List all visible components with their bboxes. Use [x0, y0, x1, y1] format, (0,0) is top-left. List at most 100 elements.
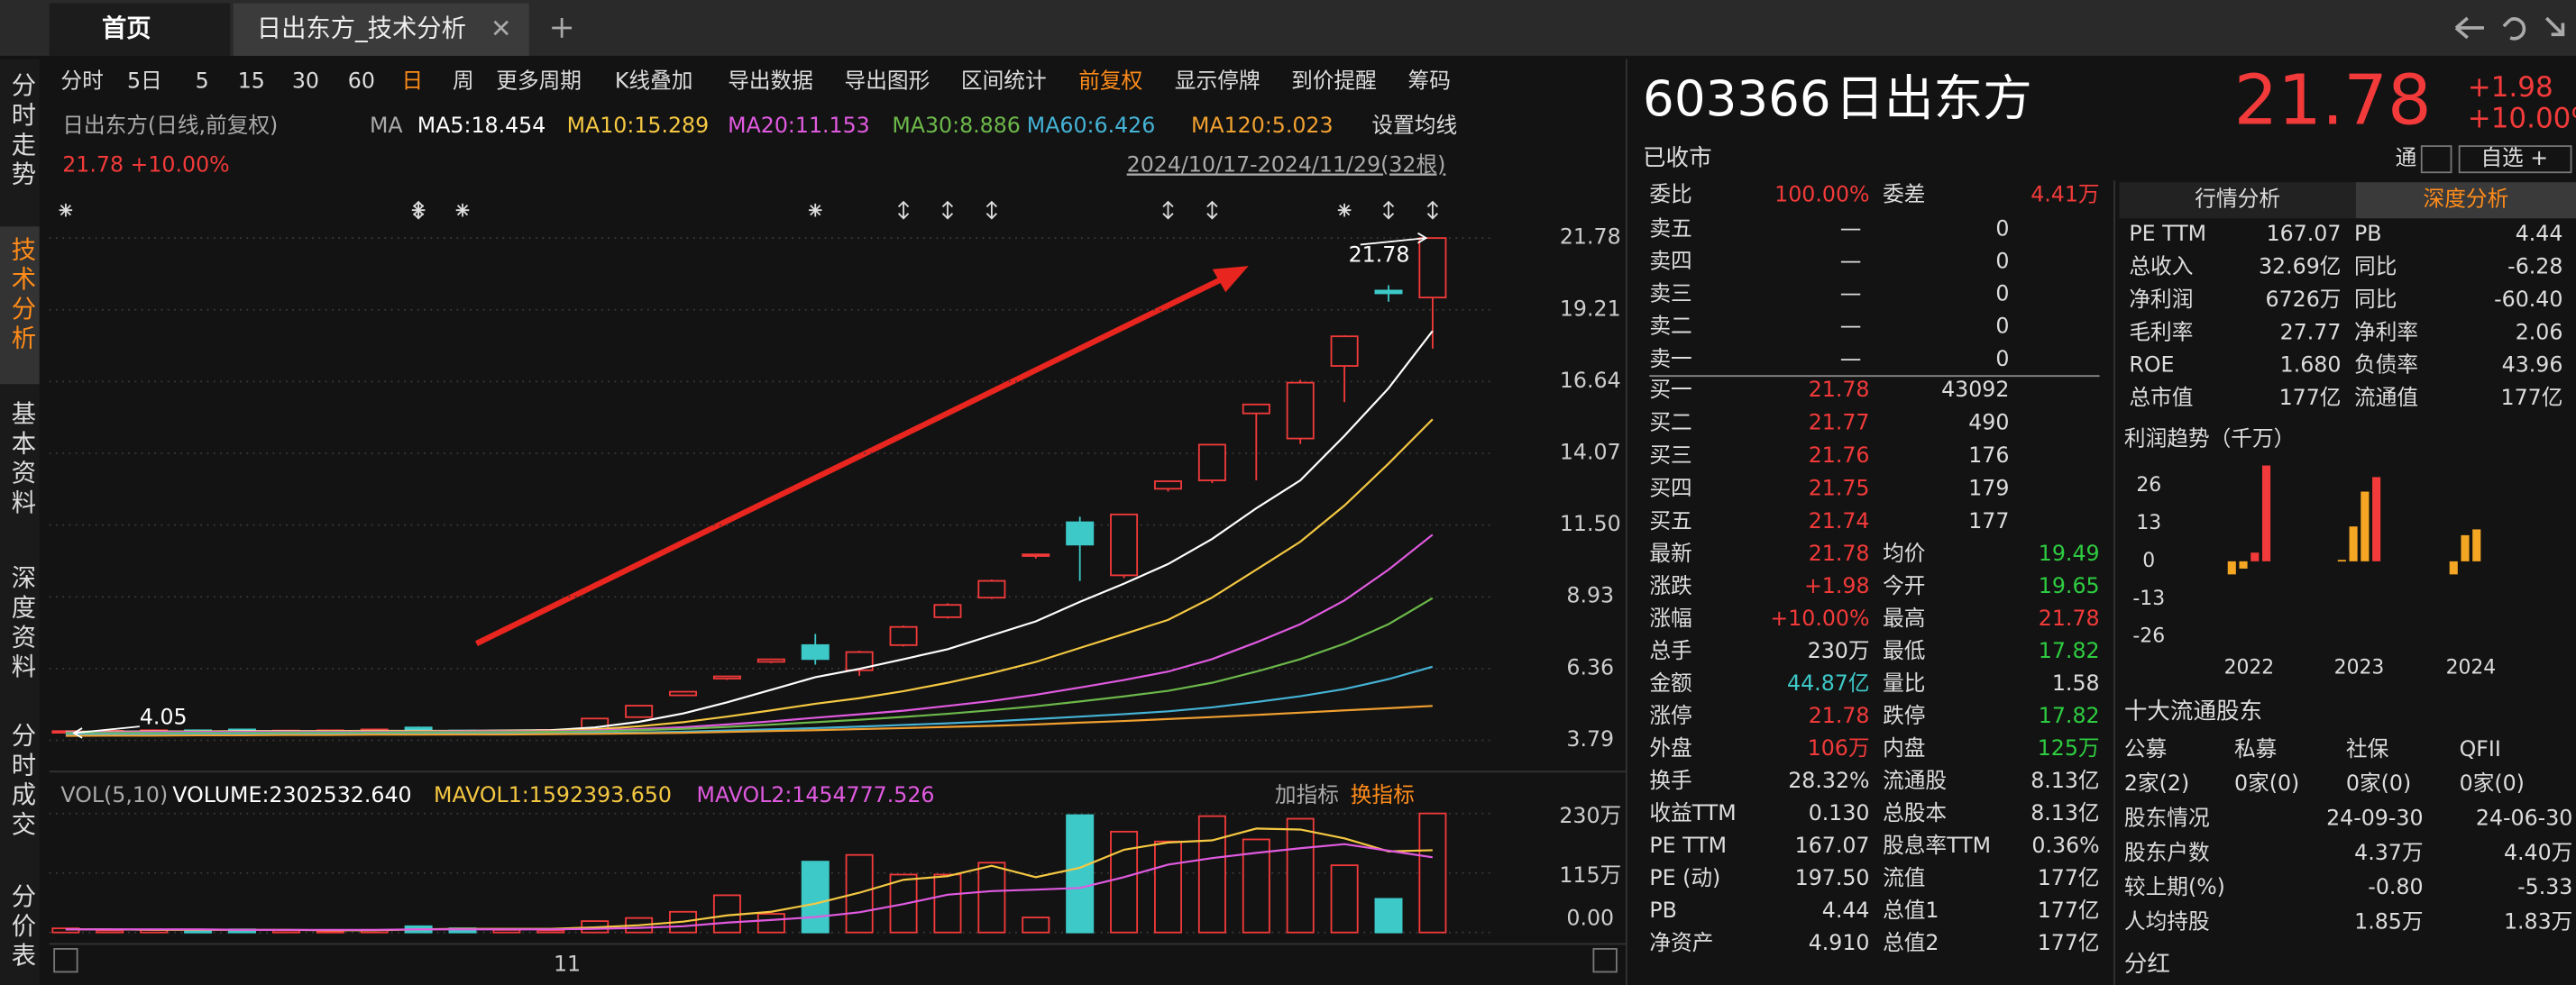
home-tab[interactable]	[49, 3, 231, 56]
change-pct: +10.00%	[2468, 102, 2576, 134]
home-tab-label[interactable]: 首页	[102, 14, 151, 42]
label: —	[1840, 314, 1862, 339]
label: 买五	[1649, 508, 1691, 534]
label: 0	[1995, 249, 2009, 274]
candle-body	[1197, 443, 1226, 481]
toolbar-button[interactable]: 筹码	[1408, 68, 1451, 94]
label: 委差	[1883, 181, 1925, 206]
label: 2.06	[2516, 319, 2563, 344]
label: 4.44	[1822, 898, 1870, 923]
toolbar-button[interactable]: 5日	[127, 68, 162, 94]
label: 涨停	[1649, 703, 1691, 728]
y-tick-label: 16.64	[1560, 368, 1621, 393]
label: 1.680	[2280, 352, 2342, 378]
label: 买三	[1649, 442, 1691, 468]
candle-body	[756, 658, 785, 663]
toolbar-button[interactable]: K线叠加	[615, 68, 693, 94]
sidebar-item[interactable]: 分时走势	[6, 72, 36, 190]
active-tab[interactable]	[233, 3, 529, 56]
stock-code: 603366	[1643, 69, 1831, 127]
settings-button[interactable]: 设置均线	[1371, 113, 1457, 138]
candle-body	[1374, 289, 1403, 295]
tong-button[interactable]: 通	[2396, 145, 2417, 170]
volume-bar	[96, 929, 124, 934]
chart-title: 利润趋势（千万）	[2124, 426, 2295, 451]
label: 0家(0)	[2460, 771, 2525, 796]
event-marker	[941, 200, 954, 220]
label: 金额	[1649, 670, 1691, 696]
sidebar-item[interactable]: 分价表	[6, 883, 36, 971]
label: 卖二	[1649, 314, 1691, 339]
sidebar-item[interactable]: 技术分析	[6, 236, 36, 354]
label: 0	[1995, 216, 2009, 242]
label: PB	[2354, 221, 2382, 246]
y-tick-label: 115万	[1559, 862, 1621, 888]
tab-label[interactable]: 深度分析	[2424, 187, 2509, 212]
toolbar-button[interactable]: 日	[402, 68, 424, 94]
label: 177亿	[2038, 898, 2100, 923]
label: 换手	[1649, 768, 1691, 793]
toolbar-button[interactable]: 显示停牌	[1175, 68, 1260, 94]
active-tab-label[interactable]: 日出东方_技术分析	[257, 14, 466, 42]
event-marker	[985, 200, 997, 220]
watch-label[interactable]: 自选 +	[2480, 145, 2548, 170]
toolbar-button[interactable]: 区间统计	[961, 68, 1047, 94]
label: 21.78	[1809, 377, 1870, 402]
toolbar-button[interactable]: 分时	[60, 68, 103, 94]
nav-icons[interactable]	[2454, 16, 2565, 41]
toolbar-button[interactable]: 15	[238, 68, 265, 94]
bar	[2372, 477, 2381, 561]
label: 最低	[1883, 638, 1925, 663]
tab[interactable]	[2119, 182, 2356, 219]
label: 179	[1968, 475, 2009, 500]
toolbar-button[interactable]: 前复权	[1078, 68, 1142, 94]
tab-icons[interactable]	[493, 18, 573, 38]
legend-entry: MA30:8.886	[892, 113, 1020, 138]
label: 21.77	[1809, 409, 1870, 434]
candle-body	[712, 675, 741, 679]
volume-bar	[1110, 830, 1139, 934]
section-title: 分红	[2124, 951, 2170, 978]
sidebar-item[interactable]: 分时成交	[6, 723, 36, 841]
toolbar-button[interactable]: 导出数据	[728, 68, 813, 94]
change: +1.98	[2468, 71, 2553, 104]
tab-label[interactable]: 行情分析	[2195, 187, 2280, 212]
label: 21.76	[1809, 442, 1870, 468]
toolbar-button[interactable]: 周	[453, 68, 474, 94]
x-tick-label: 2023	[2334, 656, 2385, 679]
label: 总值1	[1883, 898, 1939, 923]
annotation-arrow	[72, 725, 140, 739]
candle-body	[1110, 513, 1139, 577]
annotation: 4.05	[140, 705, 188, 730]
toolbar-button[interactable]: 30	[292, 68, 319, 94]
toolbar-button[interactable]: 导出图形	[845, 68, 930, 94]
label: 8.13亿	[2031, 768, 2099, 793]
tab-active[interactable]	[2355, 182, 2576, 219]
bell-button[interactable]	[2420, 145, 2452, 174]
candle-body	[1418, 237, 1447, 299]
volume-bar	[1418, 812, 1447, 934]
indicator-button[interactable]: 加指标	[1275, 782, 1339, 807]
indicator-button[interactable]: 换指标	[1351, 782, 1415, 807]
label: 净资产	[1649, 930, 1713, 955]
candle-body	[1330, 335, 1359, 367]
candle-body	[933, 604, 962, 618]
sidebar-item[interactable]: 基本资料	[6, 400, 36, 518]
annotation-arrow	[1360, 232, 1428, 246]
label: 21.74	[1809, 508, 1870, 534]
toolbar-button[interactable]: 到价提醒	[1291, 68, 1377, 94]
label: 4.44	[2516, 221, 2563, 246]
label: PE TTM	[1649, 833, 1727, 858]
label: 21.78	[2039, 606, 2100, 631]
label: 19.49	[2039, 541, 2100, 566]
label: 总市值	[2129, 385, 2193, 410]
sidebar-item[interactable]: 深度资料	[6, 565, 36, 683]
toolbar-button[interactable]: 更多周期	[496, 68, 582, 94]
scroll-left[interactable]	[53, 948, 78, 973]
toolbar-button[interactable]: 5	[196, 68, 209, 94]
toolbar-button[interactable]: 60	[348, 68, 375, 94]
label: —	[1840, 216, 1862, 242]
scroll-right[interactable]	[1592, 948, 1618, 973]
label: 167.07	[2267, 221, 2342, 246]
watch-button[interactable]	[2458, 145, 2572, 174]
